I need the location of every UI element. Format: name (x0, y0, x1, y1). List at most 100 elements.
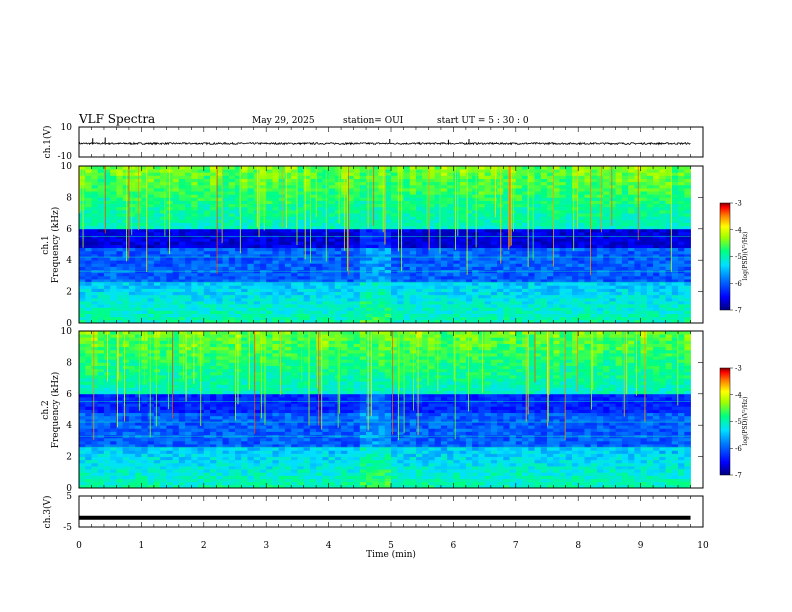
spectrogram-cell (559, 222, 567, 227)
spectrogram-cell (659, 272, 666, 277)
spectrogram-cell (266, 181, 273, 186)
spectrogram-cell (678, 319, 685, 324)
spectrogram-cell (484, 250, 492, 255)
spectrogram-cell (459, 231, 467, 236)
spectrogram-cell (440, 191, 448, 195)
spectrogram-cell (665, 263, 673, 267)
spectrogram-cell (372, 279, 379, 283)
spectrogram-cell (309, 282, 317, 286)
spectrogram-cell (553, 304, 560, 308)
spectrogram-cell (671, 191, 679, 195)
spectrogram-cell (584, 231, 592, 236)
spectrogram-cell (122, 241, 130, 245)
spectrogram-cell (322, 169, 329, 173)
spectrogram-cell (334, 304, 342, 308)
spectrogram-cell (571, 194, 579, 198)
spectrogram-cell (303, 228, 311, 233)
spectrogram-cell (97, 175, 105, 179)
spectrogram-cell (484, 253, 492, 258)
spectrogram-cell (241, 301, 248, 305)
spectrogram-cell (328, 294, 336, 299)
spectrogram-cell (515, 294, 523, 299)
spectrogram-cell (85, 197, 92, 201)
spectrogram-cell (478, 291, 485, 296)
spectrogram-cell (297, 260, 305, 264)
spectrogram-cell (341, 291, 348, 296)
spectrogram-cell (509, 169, 517, 173)
spectrogram-cell (322, 238, 329, 242)
spectrogram-cell (547, 213, 554, 217)
spectrogram-cell (615, 272, 623, 277)
spectrogram-cell (160, 187, 167, 192)
spectrogram-cell (678, 250, 685, 255)
spectrogram-cell (609, 222, 617, 227)
spectrogram-cell (590, 241, 598, 245)
spectrogram-cell (640, 184, 648, 189)
spectrogram-cell (528, 272, 535, 277)
spectrogram-cell (191, 191, 198, 195)
spectrogram-cell (128, 279, 136, 283)
spectrogram-cell (559, 247, 567, 252)
spectrogram-cell (447, 241, 454, 245)
spectrogram-cell (341, 301, 348, 305)
spectrogram-cell (110, 203, 117, 208)
spectrogram-cell (609, 307, 617, 311)
spectrogram-cell (266, 260, 273, 264)
spectrogram-cell (284, 241, 292, 245)
spectrogram-cell (440, 203, 448, 208)
spectrogram-cell (415, 247, 423, 252)
spectrogram-cell (266, 275, 273, 280)
spectrogram-cell (534, 197, 542, 201)
spectrogram-cell (522, 297, 529, 302)
spectrogram-cell (409, 275, 417, 280)
spectrogram-cell (103, 175, 111, 179)
spectrogram-cell (366, 172, 373, 176)
spectrogram-cell (453, 197, 461, 201)
spectrogram-cell (235, 206, 242, 211)
spectrogram-cell (397, 260, 404, 264)
spectrogram-cell (147, 304, 155, 308)
spectrogram-cell (684, 266, 691, 271)
spectrogram-cell (216, 257, 223, 261)
spectrogram-cell (353, 178, 361, 183)
spectrogram-cell (409, 285, 417, 289)
spectrogram-cell (472, 175, 479, 179)
spectrogram-cell (422, 319, 429, 324)
spectrogram-cell (91, 231, 99, 236)
spectrogram-cell (203, 172, 211, 176)
spectrogram-cell (309, 316, 317, 321)
spectrogram-cell (671, 275, 679, 280)
spectrogram-cell (359, 231, 367, 236)
spectrogram-cell (465, 291, 473, 296)
spectrogram-cell (328, 297, 336, 302)
spectrogram-cell (434, 282, 442, 286)
spectrogram-cell (235, 175, 242, 179)
spectrogram-cell (97, 191, 105, 195)
spectrogram-cell (347, 197, 354, 201)
spectrogram-cell (391, 197, 398, 201)
spectrogram-cell (153, 294, 161, 299)
spectrogram-cell (409, 197, 417, 201)
spectrogram-cell (640, 301, 648, 305)
spectrogram-cell (97, 206, 105, 211)
spectrogram-cell (353, 250, 361, 255)
spectrogram-cell (103, 228, 111, 233)
spectrogram-cell (328, 275, 336, 280)
spectrogram-cell (284, 187, 292, 192)
spectrogram-cell (259, 297, 267, 302)
spectrogram-cell (91, 200, 99, 205)
spectrogram-cell (185, 266, 192, 271)
spectrogram-cell (135, 247, 142, 252)
spectrogram-cell (440, 231, 448, 236)
spectrogram-cell (559, 181, 567, 186)
spectrogram-cell (85, 291, 92, 296)
spectrogram-cell (222, 231, 230, 236)
spectrogram-cell (571, 316, 579, 321)
spectrogram-cell (85, 200, 92, 205)
spectrogram-cell (103, 297, 111, 302)
spectrogram-cell (665, 241, 673, 245)
spectrogram-cell (122, 191, 130, 195)
spectrogram-cell (166, 272, 173, 277)
spectrogram-cell (621, 266, 629, 271)
spectrogram-cell (522, 301, 529, 305)
